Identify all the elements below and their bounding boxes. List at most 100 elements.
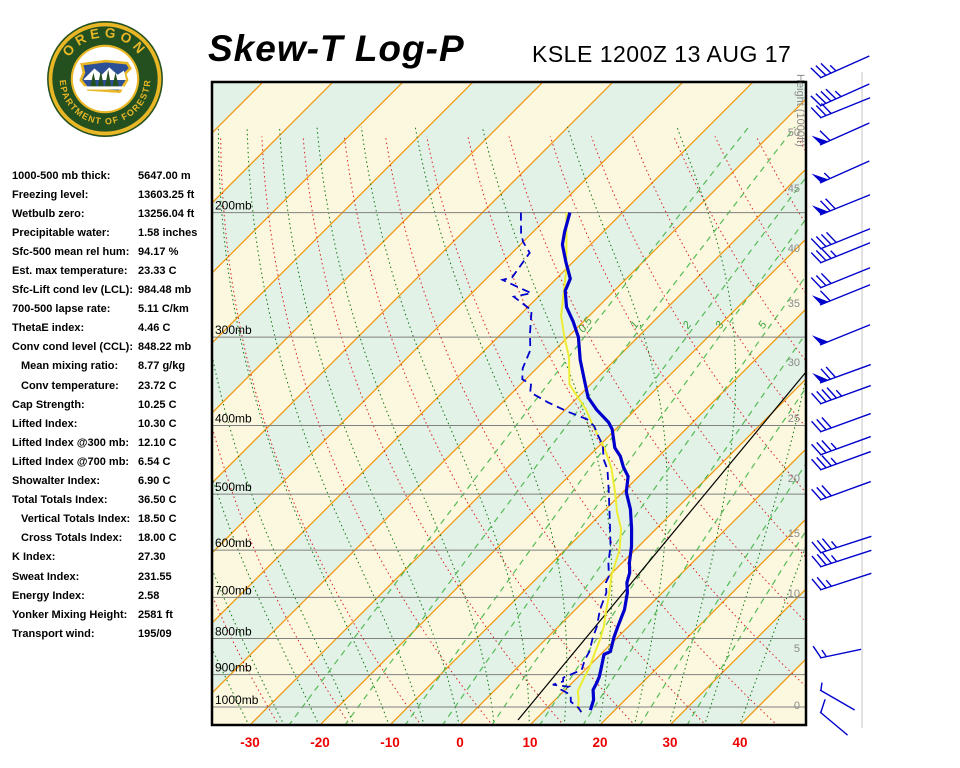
stat-label: 700-500 lapse rate: — [12, 303, 111, 316]
pressure-lines — [212, 212, 806, 708]
stat-row: Freezing level: 13603.25 ft — [12, 185, 220, 204]
wind-barb — [811, 160, 870, 184]
stat-label: Lifted Index @300 mb: — [12, 436, 130, 449]
stat-value: 36.50 C — [138, 494, 177, 507]
stat-value: 231.55 — [138, 570, 172, 583]
svg-text:10: 10 — [522, 735, 537, 750]
stat-row: Sfc-Lift cond lev (LCL): 984.48 mb — [12, 281, 220, 300]
svg-text:300mb: 300mb — [215, 323, 252, 337]
chart-border — [210, 80, 808, 727]
stat-value: 13603.25 ft — [138, 188, 195, 201]
stat-value: 6.90 C — [138, 475, 171, 488]
pressure-labels: 200mb 300mb 400mb 500mb 600mb 700mb 800mb 900mb… — [215, 199, 259, 707]
stat-value: 23.72 C — [138, 379, 177, 392]
svg-text:40: 40 — [732, 735, 747, 750]
wind-barb — [819, 699, 849, 736]
stat-value: 18.00 C — [138, 532, 177, 545]
svg-text:500mb: 500mb — [215, 480, 252, 494]
station-datetime-label: KSLE 1200Z 13 AUG 17 — [532, 41, 792, 67]
stat-label: Sfc-500 mean rel hum: — [12, 245, 130, 258]
stat-value: 848.22 mb — [138, 341, 192, 354]
stat-value: 5.11 C/km — [138, 303, 189, 316]
svg-text:200mb: 200mb — [215, 199, 252, 213]
wind-barb — [811, 122, 870, 146]
svg-text:25: 25 — [788, 413, 800, 425]
wind-barb — [810, 55, 870, 79]
stat-row: Sweat Index: 231.55 — [12, 567, 220, 586]
wind-barb — [811, 384, 871, 405]
reference-line — [517, 372, 805, 721]
stat-value: 94.17 % — [138, 245, 179, 258]
stat-label: Freezing level: — [12, 188, 89, 201]
stat-label: Showalter Index: — [12, 475, 101, 488]
stat-row: Lifted Index @700 mb: 6.54 C — [12, 452, 220, 471]
stat-value: 2581 ft — [138, 608, 173, 621]
stat-value: 23.33 C — [138, 265, 177, 278]
svg-text:30: 30 — [788, 357, 800, 369]
stat-value: 13256.04 ft — [138, 207, 195, 220]
stat-label: Cross Totals Index: — [21, 532, 123, 545]
stat-label: Transport wind: — [12, 627, 95, 640]
stat-row: K Index: 27.30 — [12, 548, 220, 567]
stat-label: Wetbulb zero: — [12, 207, 85, 220]
stat-label: K Index: — [12, 551, 56, 564]
stat-value: 984.48 mb — [138, 284, 192, 297]
wind-barb — [819, 682, 855, 711]
odf-seal-icon: OREGON DEPARTMENT OF FORESTRY — [46, 20, 163, 137]
wind-barb — [811, 194, 871, 216]
stat-label: Conv temperature: — [21, 379, 119, 392]
mixing-ratio-lines — [288, 126, 805, 724]
stat-label: Energy Index: — [12, 589, 85, 602]
svg-text:15: 15 — [788, 528, 800, 540]
stat-row: Vertical Totals Index: 18.50 C — [12, 510, 220, 529]
wind-barbs — [810, 55, 872, 736]
svg-text:5: 5 — [794, 643, 800, 655]
stat-value: 4.46 C — [138, 322, 171, 335]
dewpoint-trace — [499, 212, 612, 713]
stat-label: Conv cond level (CCL): — [12, 341, 134, 354]
svg-text:1000mb: 1000mb — [215, 693, 259, 707]
stat-label: Cap Strength: — [12, 398, 85, 411]
stat-value: 27.30 — [138, 551, 166, 564]
height-axis-title: Height (1000ft) — [794, 74, 806, 147]
stat-row: 1000-500 mb thick: 5647.00 m — [12, 166, 220, 185]
svg-text:45: 45 — [788, 183, 800, 195]
stat-row: Cross Totals Index: 18.00 C — [12, 529, 220, 548]
stat-row: Conv cond level (CCL): 848.22 mb — [12, 338, 220, 357]
stat-label: Sweat Index: — [12, 570, 80, 583]
wind-barb — [811, 572, 872, 591]
stat-label: Total Totals Index: — [12, 494, 108, 507]
svg-text:20: 20 — [592, 735, 607, 750]
stat-row: Est. max temperature: 23.33 C — [12, 261, 220, 280]
stat-label: Est. max temperature: — [12, 265, 128, 278]
svg-text:35: 35 — [788, 298, 800, 310]
svg-text:20: 20 — [788, 473, 800, 485]
stat-label: ThetaE index: — [12, 322, 85, 335]
stat-value: 18.50 C — [138, 513, 177, 526]
stat-value: 10.25 C — [138, 398, 177, 411]
wind-barb — [811, 284, 871, 306]
stat-row: Showalter Index: 6.90 C — [12, 472, 220, 491]
dry-adiabat-lines — [213, 136, 805, 724]
svg-text:40: 40 — [788, 243, 800, 255]
stat-row: Mean mixing ratio: 8.77 g/kg — [12, 357, 220, 376]
stat-row: Precipitable water: 1.58 inches — [12, 223, 220, 242]
wind-barb — [812, 645, 862, 659]
stat-row: Wetbulb zero: 13256.04 ft — [12, 204, 220, 223]
stat-label: Lifted Index: — [12, 417, 78, 430]
wind-barb — [811, 450, 871, 471]
stat-row: Cap Strength: 10.25 C — [12, 395, 220, 414]
stat-value: 1.58 inches — [138, 226, 198, 239]
stat-row: Lifted Index: 10.30 C — [12, 414, 220, 433]
svg-text:900mb: 900mb — [215, 661, 252, 675]
wetbulb-trace — [560, 212, 623, 713]
wind-barb — [811, 480, 871, 501]
stat-value: 2.58 — [138, 589, 160, 602]
svg-text:800mb: 800mb — [215, 624, 252, 638]
stat-label: Mean mixing ratio: — [21, 360, 119, 373]
svg-text:10: 10 — [788, 588, 800, 600]
svg-text:0: 0 — [456, 735, 464, 750]
stat-row: Conv temperature: 23.72 C — [12, 376, 220, 395]
wind-barb — [811, 535, 872, 554]
